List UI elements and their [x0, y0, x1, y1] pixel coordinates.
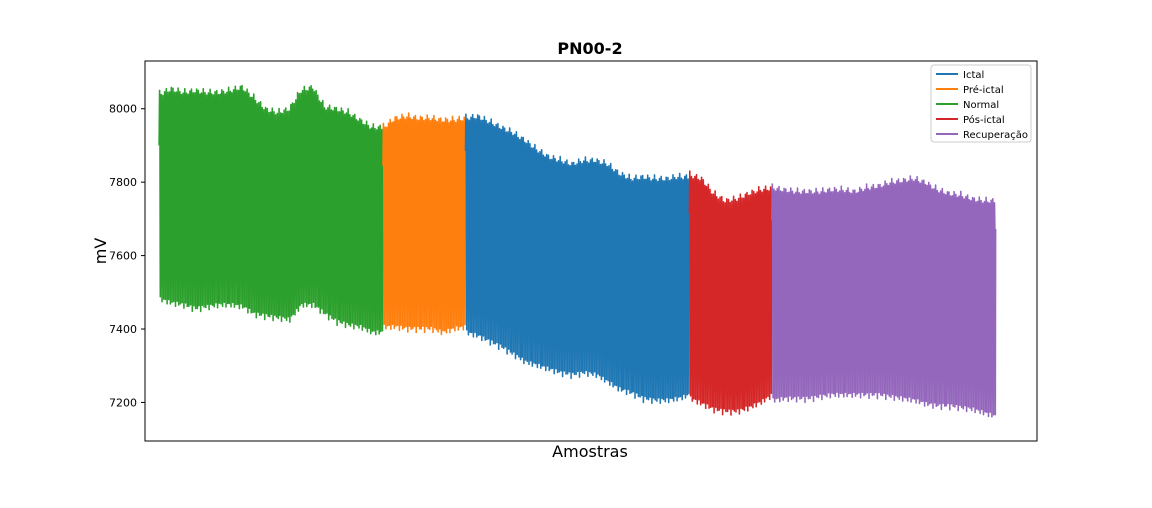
series-line-2: [382, 112, 467, 336]
x-axis-label: Amostras: [552, 442, 628, 461]
series-line-1: [158, 84, 384, 336]
series-line-4: [688, 170, 773, 416]
y-tick-label-7400: 7400: [109, 323, 137, 336]
legend-label-4: Pós-ictal: [963, 114, 1005, 126]
legend-label-5: Recuperação: [963, 130, 1028, 141]
plot-series: [158, 84, 997, 418]
y-axis-label: mV: [91, 238, 110, 265]
legend-label-1: Ictal: [963, 70, 984, 81]
legend-label-3: Normal: [963, 100, 999, 111]
y-tick-label-7600: 7600: [109, 250, 137, 263]
y-tick-label-8000: 8000: [109, 103, 137, 116]
legend-label-2: Pré-ictal: [963, 84, 1004, 96]
series-line-5: [771, 175, 997, 418]
y-axis: 7200 7400 7600 7800 8000: [109, 103, 145, 409]
legend-box: [930, 64, 1032, 143]
y-tick-label-7800: 7800: [109, 176, 137, 189]
chart-title: PN00-2: [557, 39, 622, 58]
y-tick-label-7200: 7200: [109, 396, 137, 409]
plot-frame: [144, 60, 1038, 442]
series-line-3: [464, 113, 691, 404]
legend: Ictal Pré-ictal Normal Pós-ictal Recuperação: [930, 64, 1032, 143]
